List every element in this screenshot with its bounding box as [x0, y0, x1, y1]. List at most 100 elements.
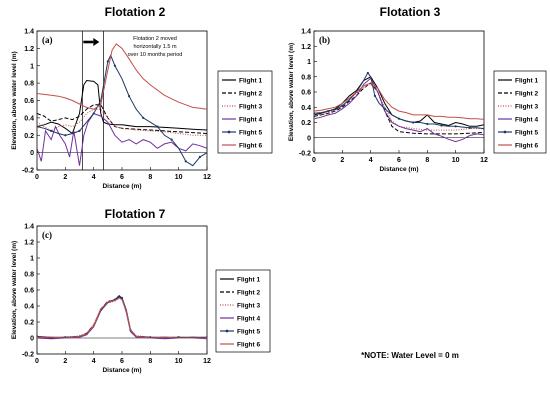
x-tick-label: 12 [203, 358, 211, 365]
legend-label: Flight 4 [515, 116, 538, 123]
x-tick-label: 6 [397, 157, 401, 164]
series-point [440, 124, 443, 127]
legend-box [493, 70, 547, 154]
x-tick-label: 0 [35, 358, 39, 365]
series-point [50, 129, 53, 133]
series-line-flight-5 [37, 294, 207, 338]
y-tick-label: 1 [30, 63, 34, 70]
plot-area [36, 225, 208, 355]
legend-label: Flight 6 [515, 142, 538, 149]
chart-title: Flotation 2 [105, 5, 166, 19]
legend-marker [225, 329, 229, 333]
y-tick-label: 1.4 [24, 224, 34, 231]
y-tick-label: 1.2 [24, 46, 34, 53]
y-tick-label: -0.2 [22, 352, 34, 359]
x-tick-label: 8 [425, 157, 429, 164]
chart-panel-3: Flotation 7-0.200.20.40.60.811.21.40 2 4 6 8… [11, 207, 271, 374]
series-point [170, 138, 173, 141]
series-point [412, 121, 415, 124]
series-point [454, 125, 457, 128]
series-point [127, 95, 131, 98]
series-line-flight-1 [37, 295, 207, 339]
x-tick-label: 0 [312, 157, 316, 164]
x-tick-label: 4 [92, 358, 96, 365]
y-tick-label: 1 [30, 256, 34, 263]
plot-area [313, 30, 485, 154]
legend-label: Flight 4 [239, 116, 262, 123]
series-point [37, 125, 39, 128]
series-point [341, 104, 344, 107]
y-tick-label: 1.4 [301, 29, 311, 36]
y-axis-label: Elevation, above water level (m) [288, 43, 295, 141]
y-axis-label: Elevation, above water level (m) [11, 241, 18, 339]
y-tick-label: 0.2 [24, 133, 34, 140]
x-axis-label: Distance (m) [102, 183, 141, 190]
y-tick-label: 0 [307, 135, 311, 142]
x-tick-label: 10 [175, 174, 183, 181]
y-tick-label: 0.6 [24, 98, 34, 105]
series-line-flight-2 [37, 104, 207, 134]
legend-box [215, 269, 271, 353]
legend-label: Flight 1 [237, 276, 260, 283]
series-line-flight-5 [314, 71, 484, 130]
y-tick-label: 1 [307, 59, 311, 66]
series-point [106, 60, 109, 63]
x-tick-label: 2 [63, 358, 67, 365]
series-point [184, 160, 187, 163]
y-tick-label: 0.6 [24, 288, 34, 295]
series-line-flight-2 [37, 297, 207, 339]
annotation-line: horizontally 1.5 m [133, 44, 177, 50]
legend-label: Flight 2 [515, 90, 538, 97]
series-line-flight-4 [314, 77, 484, 143]
series-point [120, 296, 124, 300]
y-tick-label: 0.2 [301, 120, 311, 127]
legend-marker [503, 130, 507, 134]
panel-label: (c) [42, 230, 52, 240]
y-tick-label: 0.8 [24, 81, 34, 88]
y-axis-label: Elevation, above water level (m) [11, 51, 18, 149]
series-point [92, 112, 95, 115]
legend-label: Flight 1 [239, 77, 262, 84]
series-point [468, 126, 471, 129]
series-line-flight-3 [314, 83, 484, 131]
x-tick-label: 12 [480, 157, 488, 164]
y-tick-label: 0.8 [24, 272, 34, 279]
series-line-flight-3 [37, 297, 207, 339]
panel-label: (b) [319, 35, 330, 45]
series-point [327, 109, 330, 113]
panel-label: (a) [42, 35, 53, 45]
legend-label: Flight 6 [239, 142, 262, 149]
x-axis-label: Distance (m) [379, 166, 418, 173]
x-tick-label: 10 [175, 358, 183, 365]
series-line-flight-3 [37, 108, 207, 136]
series-line-flight-4 [37, 112, 207, 166]
y-tick-label: 0 [30, 336, 34, 343]
x-tick-label: 2 [340, 157, 344, 164]
y-tick-label: 0.8 [301, 74, 311, 81]
legend-label: Flight 1 [515, 77, 538, 84]
series-point [373, 94, 377, 97]
chart-title: Flotation 3 [380, 5, 441, 19]
series-point [426, 122, 429, 126]
chart-panel-1: Flotation 2-0.200.20.40.60.811.21.40 2 4 6 8… [11, 5, 273, 190]
series-point [64, 134, 67, 137]
legend-label: Flight 5 [237, 328, 260, 335]
annotation-line: over 10 months period [128, 52, 183, 58]
annotation-line: Flotation 2 moved [133, 36, 177, 42]
legend-label: Flight 3 [239, 103, 262, 110]
legend-marker [227, 130, 231, 134]
x-tick-label: 6 [120, 358, 124, 365]
series-point [397, 117, 401, 120]
x-tick-label: 10 [452, 157, 460, 164]
series-point [314, 112, 316, 115]
legend-label: Flight 5 [239, 129, 262, 136]
legend-label: Flight 2 [237, 289, 260, 296]
x-tick-label: 8 [148, 174, 152, 181]
y-tick-label: 0.6 [301, 90, 311, 97]
series-line-flight-6 [37, 43, 207, 110]
series-line-flight-6 [314, 82, 484, 120]
series-point [78, 129, 81, 133]
y-tick-label: 0.2 [24, 320, 34, 327]
y-tick-label: -0.2 [299, 151, 311, 158]
